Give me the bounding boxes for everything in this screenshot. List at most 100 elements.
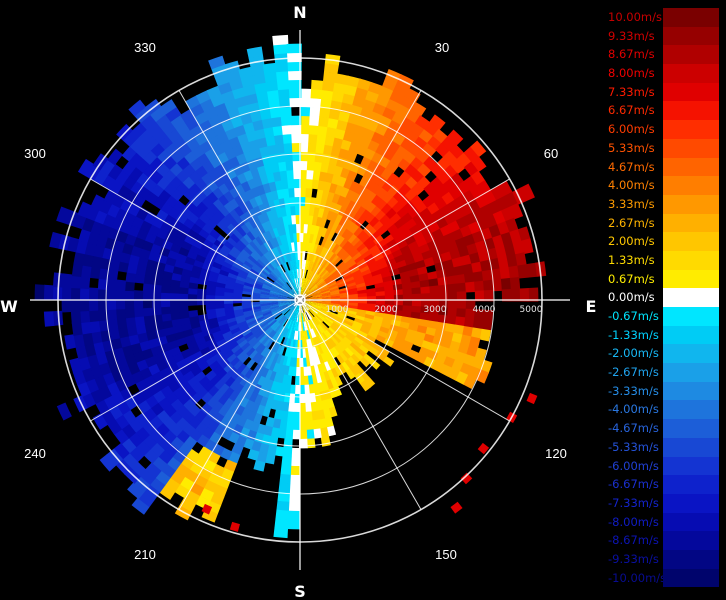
velocity-bin	[397, 223, 410, 235]
velocity-bin	[231, 261, 243, 270]
velocity-bin	[282, 447, 293, 458]
velocity-bin	[244, 399, 255, 411]
velocity-bin	[318, 311, 328, 318]
velocity-bin	[278, 316, 287, 325]
velocity-bin	[215, 252, 227, 262]
velocity-bin	[426, 320, 438, 330]
legend-label: -7.33m/s	[608, 495, 659, 510]
velocity-bin	[217, 193, 230, 206]
velocity-bin	[372, 319, 383, 327]
velocity-bin	[232, 359, 244, 371]
velocity-bin	[312, 253, 319, 263]
velocity-bin	[108, 258, 121, 272]
velocity-bin	[259, 301, 270, 305]
velocity-bin	[291, 429, 300, 440]
velocity-bin	[300, 286, 303, 297]
velocity-bin	[238, 396, 250, 409]
velocity-bin	[372, 220, 385, 232]
velocity-bin	[303, 384, 310, 395]
velocity-bin	[304, 279, 310, 289]
velocity-bin	[261, 211, 271, 223]
velocity-bin	[319, 268, 328, 278]
velocity-bin	[330, 304, 340, 309]
velocity-bin	[234, 95, 250, 108]
velocity-bin	[214, 290, 225, 297]
velocity-bin	[363, 236, 374, 247]
velocity-bin	[187, 228, 199, 240]
velocity-bin	[283, 438, 293, 449]
velocity-bin	[318, 116, 331, 128]
velocity-bin	[194, 355, 207, 367]
velocity-bin	[289, 302, 297, 309]
velocity-bin	[365, 179, 377, 192]
velocity-bin	[169, 299, 180, 307]
velocity-bin	[307, 320, 313, 330]
velocity-bin	[88, 309, 100, 323]
velocity-bin	[330, 301, 341, 305]
velocity-bin	[279, 234, 286, 245]
velocity-bin	[386, 238, 398, 250]
velocity-bin	[321, 208, 330, 220]
velocity-bin	[305, 429, 315, 440]
radar-center-marker	[293, 293, 307, 307]
velocity-bin	[285, 310, 293, 319]
velocity-bin	[211, 329, 223, 339]
velocity-bin	[79, 275, 91, 289]
velocity-bin	[245, 257, 256, 266]
velocity-bin	[269, 305, 280, 310]
velocity-bin	[169, 285, 180, 294]
velocity-bin	[284, 242, 291, 253]
velocity-bin	[379, 214, 391, 226]
velocity-bin	[72, 369, 87, 386]
velocity-bin	[460, 254, 472, 267]
velocity-bin	[304, 348, 310, 359]
velocity-bin	[258, 233, 267, 244]
velocity-bin	[292, 223, 297, 234]
velocity-bin	[332, 334, 342, 344]
velocity-bin	[370, 269, 382, 278]
velocity-bin	[276, 324, 284, 334]
velocity-bin	[312, 293, 322, 297]
velocity-bin	[323, 272, 332, 281]
legend-entry: -3.33m/s	[604, 381, 722, 401]
velocity-bin	[241, 304, 252, 310]
velocity-bin	[509, 203, 524, 220]
velocity-bin	[206, 85, 223, 100]
velocity-bin	[113, 442, 130, 460]
velocity-bin	[407, 349, 420, 361]
velocity-bin	[286, 300, 297, 303]
velocity-bin	[313, 326, 321, 337]
velocity-bin	[124, 298, 135, 310]
velocity-bin	[296, 303, 300, 314]
velocity-bin	[288, 270, 294, 280]
velocity-bin	[252, 363, 262, 374]
velocity-bin	[415, 352, 428, 365]
velocity-bin	[389, 324, 400, 333]
velocity-bin	[303, 321, 307, 332]
velocity-bin	[377, 330, 389, 339]
velocity-bin	[357, 330, 369, 339]
velocity-bin	[291, 260, 296, 270]
velocity-bin	[423, 356, 436, 369]
velocity-bin	[349, 248, 360, 259]
velocity-bin	[97, 308, 109, 322]
velocity-bin	[261, 309, 272, 315]
legend-swatch	[663, 493, 719, 513]
velocity-bin	[393, 300, 404, 307]
velocity-bin	[239, 325, 250, 334]
velocity-bin	[178, 292, 189, 300]
velocity-bin	[237, 132, 250, 146]
velocity-bin	[393, 233, 406, 245]
velocity-bin	[338, 215, 348, 227]
velocity-bin	[272, 282, 282, 289]
velocity-bin	[500, 277, 512, 291]
velocity-bin	[277, 276, 286, 285]
velocity-bin	[189, 244, 201, 255]
velocity-bin	[369, 359, 381, 370]
legend-entry: -0.67m/s	[604, 307, 722, 326]
velocity-bin	[465, 281, 476, 293]
velocity-bin	[315, 325, 323, 336]
velocity-bin	[287, 301, 297, 305]
velocity-bin	[375, 300, 386, 306]
velocity-bin	[238, 375, 249, 387]
